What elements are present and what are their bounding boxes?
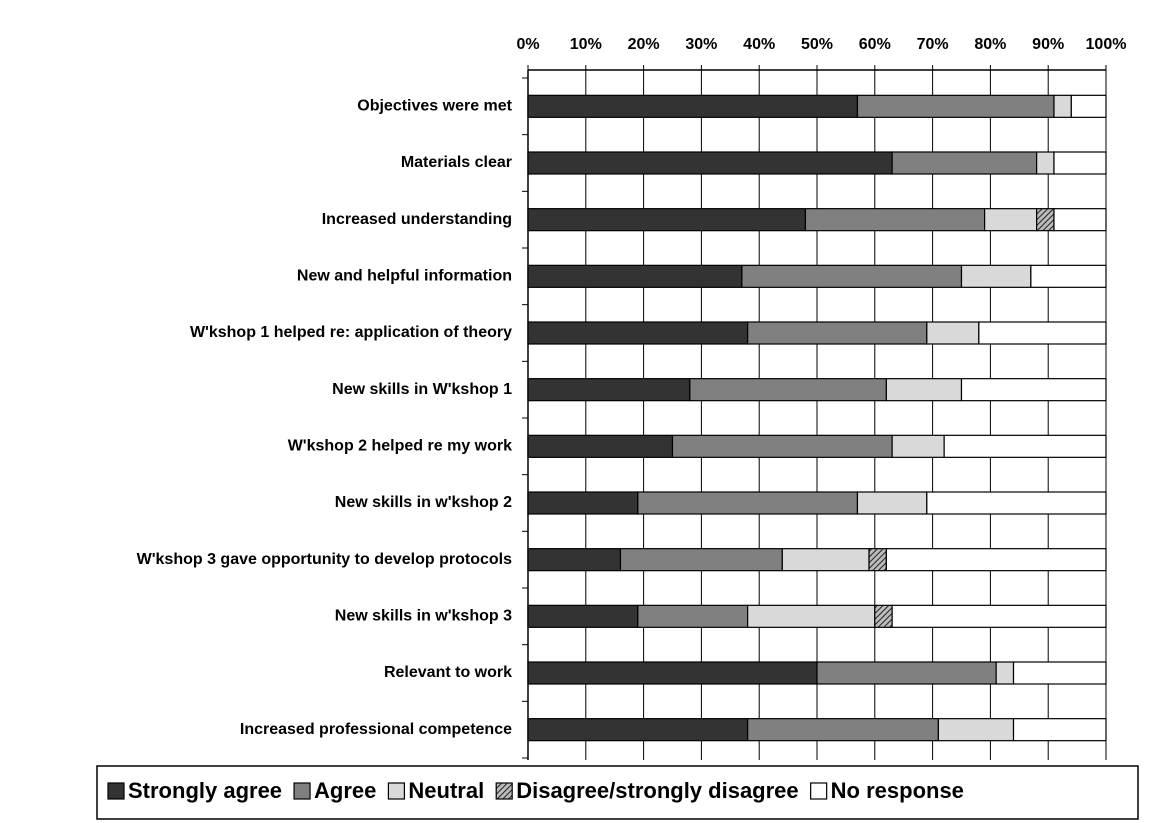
bar-segment — [891, 151, 1038, 175]
category-label: Relevant to work — [384, 664, 512, 681]
bar-segment — [527, 718, 749, 742]
bar-segment — [747, 718, 939, 742]
category-label: New skills in W'kshop 1 — [332, 381, 512, 398]
legend-swatch — [107, 782, 125, 800]
x-tick-label: 80% — [974, 36, 1006, 53]
bar-segment — [960, 264, 1032, 288]
bar-segment — [527, 321, 749, 345]
category-label: W'kshop 3 gave opportunity to develop pr… — [137, 551, 512, 568]
bar-segment — [1036, 151, 1055, 175]
bar-segment — [874, 604, 893, 628]
bar-segment — [856, 491, 928, 515]
x-tick-label: 90% — [1032, 36, 1064, 53]
bar-segment — [926, 321, 980, 345]
bar-segment — [978, 321, 1107, 345]
legend-swatch — [387, 782, 406, 800]
bar-segment — [804, 208, 986, 232]
x-tick-label: 10% — [570, 36, 602, 53]
category-label: Objectives were met — [357, 98, 512, 115]
bar-segment — [891, 434, 945, 458]
bar-segment — [619, 548, 783, 572]
bar-segment — [1036, 208, 1055, 232]
bar-segment — [960, 378, 1107, 402]
bar-segment — [527, 548, 622, 572]
bar-segment — [747, 604, 876, 628]
bar-segment — [1012, 718, 1107, 742]
bar-segment — [671, 434, 893, 458]
bar-segment — [937, 718, 1015, 742]
x-tick-label: 100% — [1086, 36, 1127, 53]
category-label: New and helpful information — [297, 268, 512, 285]
bar-segment — [816, 661, 997, 685]
bar-segment — [1030, 264, 1107, 288]
bar-segment — [527, 491, 639, 515]
bar-segment — [527, 94, 859, 118]
category-label: New skills in w'kshop 2 — [335, 494, 512, 511]
bar-segment — [741, 264, 963, 288]
legend-label: Neutral — [408, 778, 484, 803]
bar-segment — [637, 491, 859, 515]
bar-segment — [527, 434, 674, 458]
bar-segment — [747, 321, 928, 345]
category-label: W'kshop 2 helped re my work — [288, 438, 512, 455]
bar-segment — [995, 661, 1015, 685]
bar-segment — [689, 378, 887, 402]
x-tick-label: 40% — [743, 36, 775, 53]
x-tick-label: 30% — [685, 36, 717, 53]
bar-segment — [1012, 661, 1107, 685]
legend-label: Agree — [314, 778, 376, 803]
bar-segment — [637, 604, 749, 628]
legend-swatch — [495, 782, 513, 800]
bar-segment — [527, 604, 639, 628]
bar-segment — [984, 208, 1038, 232]
x-tick-label: 20% — [628, 36, 660, 53]
bar-segment — [527, 661, 818, 685]
bar-segment — [1070, 94, 1107, 118]
bar-segment — [527, 151, 893, 175]
category-label: Materials clear — [401, 154, 512, 171]
x-tick-label: 50% — [801, 36, 833, 53]
bar-segment — [1053, 94, 1072, 118]
bar-segment — [868, 548, 887, 572]
bar-segment — [527, 264, 743, 288]
legend-label: No response — [831, 778, 964, 803]
x-tick-label: 70% — [917, 36, 949, 53]
bar-segment — [527, 208, 807, 232]
bar-segment — [943, 434, 1107, 458]
bar-segment — [926, 491, 1107, 515]
legend-label: Strongly agree — [128, 778, 282, 803]
bar-segment — [1053, 151, 1107, 175]
legend-swatch — [293, 782, 311, 800]
bar-segment — [885, 548, 1107, 572]
x-tick-label: 0% — [516, 36, 539, 53]
bar-segment — [885, 378, 963, 402]
legend-swatch — [810, 782, 828, 800]
category-label: New skills in w'kshop 3 — [335, 608, 512, 625]
bar-segment — [1053, 208, 1107, 232]
category-label: Increased professional competence — [240, 721, 512, 738]
bar-segment — [856, 94, 1055, 118]
category-label: W'kshop 1 helped re: application of theo… — [190, 324, 512, 341]
legend-label: Disagree/strongly disagree — [516, 778, 798, 803]
category-label: Increased understanding — [322, 211, 512, 228]
legend-box — [96, 765, 1139, 820]
bar-segment — [891, 604, 1107, 628]
x-tick-label: 60% — [859, 36, 891, 53]
bar-segment — [527, 378, 691, 402]
bar-segment — [781, 548, 870, 572]
